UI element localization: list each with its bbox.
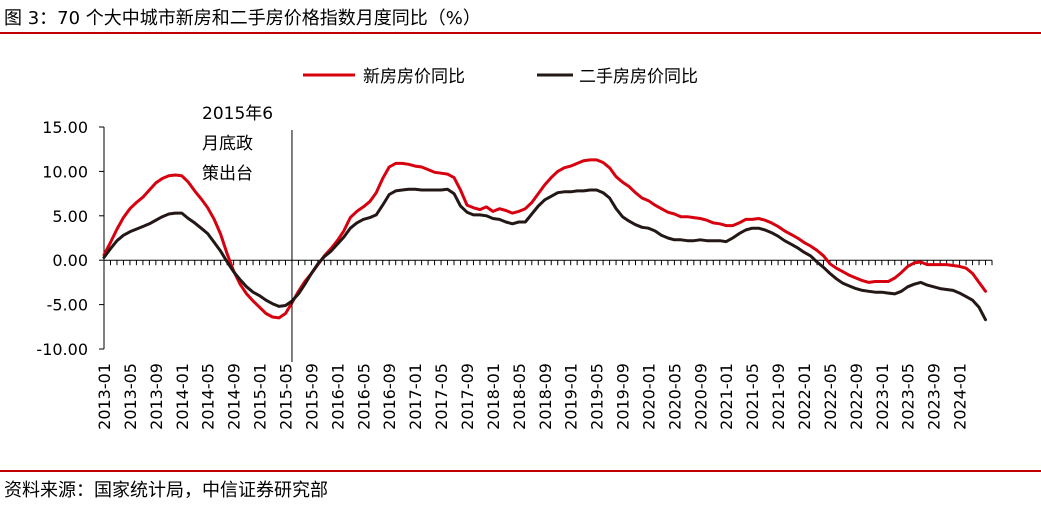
x-tick-label: 2019-01 xyxy=(562,363,581,430)
x-tick-label: 2024-01 xyxy=(951,363,970,430)
x-tick-label: 2017-09 xyxy=(458,363,477,430)
x-tick-label: 2013-09 xyxy=(147,363,166,430)
title-rule xyxy=(0,32,1041,34)
x-tick-label: 2016-01 xyxy=(328,363,347,430)
y-tick-label: -10.00 xyxy=(36,340,88,359)
y-tick-label: 5.00 xyxy=(52,207,88,226)
axes: 15.00 10.00 5.00 0.00 -5.00 -10.00 2013-01 2013… xyxy=(36,118,993,430)
y-tick-label: 10.00 xyxy=(42,162,88,181)
legend-label: 新房房价同比 xyxy=(363,67,465,87)
legend: 新房房价同比 二手房房价同比 xyxy=(303,67,698,87)
x-tick-label: 2021-01 xyxy=(717,363,736,430)
x-tick-label: 2015-09 xyxy=(302,363,321,430)
x-tick-label: 2017-05 xyxy=(432,363,451,430)
y-tick-label: -5.00 xyxy=(47,296,88,315)
x-tick-label: 2021-05 xyxy=(743,363,762,430)
x-tick-label: 2015-05 xyxy=(276,363,295,430)
x-tick-label: 2016-09 xyxy=(380,363,399,430)
x-tick-label: 2022-01 xyxy=(795,363,814,430)
x-tick-label: 2019-09 xyxy=(614,363,633,430)
legend-label: 二手房房价同比 xyxy=(579,67,698,87)
annotation-text: 月底政 xyxy=(202,134,253,154)
x-tick-label: 2016-05 xyxy=(354,363,373,430)
series-line xyxy=(102,158,987,320)
x-tick-label: 2020-05 xyxy=(665,363,684,430)
x-tick-label: 2013-01 xyxy=(95,363,114,430)
x-tick-label: 2022-05 xyxy=(821,363,840,430)
figure-title: 图 3：70 个大中城市新房和二手房价格指数月度同比（%） xyxy=(4,8,481,29)
x-tick-label: 2023-09 xyxy=(925,363,944,430)
annotation-text: 2015年6 xyxy=(202,104,273,124)
x-tick-label: 2019-05 xyxy=(588,363,607,430)
x-tick-label: 2020-01 xyxy=(639,363,658,430)
y-tick-label: 0.00 xyxy=(52,251,88,270)
series-line xyxy=(102,187,987,322)
source-rule xyxy=(0,470,1041,472)
x-tick-label: 2015-01 xyxy=(251,363,270,430)
source-note: 资料来源：国家统计局，中信证券研究部 xyxy=(4,480,328,501)
x-tick-label: 2018-09 xyxy=(536,363,555,430)
x-tick-label: 2022-09 xyxy=(847,363,866,430)
x-tick-label: 2021-09 xyxy=(769,363,788,430)
x-tick-label: 2017-01 xyxy=(406,363,425,430)
x-tick-label: 2014-01 xyxy=(173,363,192,430)
x-tick-label: 2014-05 xyxy=(199,363,218,430)
x-tick-label: 2018-05 xyxy=(510,363,529,430)
series-layer xyxy=(102,158,987,322)
x-tick-label: 2023-01 xyxy=(873,363,892,430)
annotation-text: 策出台 xyxy=(202,164,253,184)
x-tick-label: 2018-01 xyxy=(484,363,503,430)
x-tick-label: 2020-09 xyxy=(691,363,710,430)
x-tick-label: 2023-05 xyxy=(899,363,918,430)
y-tick-label: 15.00 xyxy=(42,118,88,137)
x-tick-label: 2014-09 xyxy=(225,363,244,430)
x-tick-label: 2013-05 xyxy=(121,363,140,430)
